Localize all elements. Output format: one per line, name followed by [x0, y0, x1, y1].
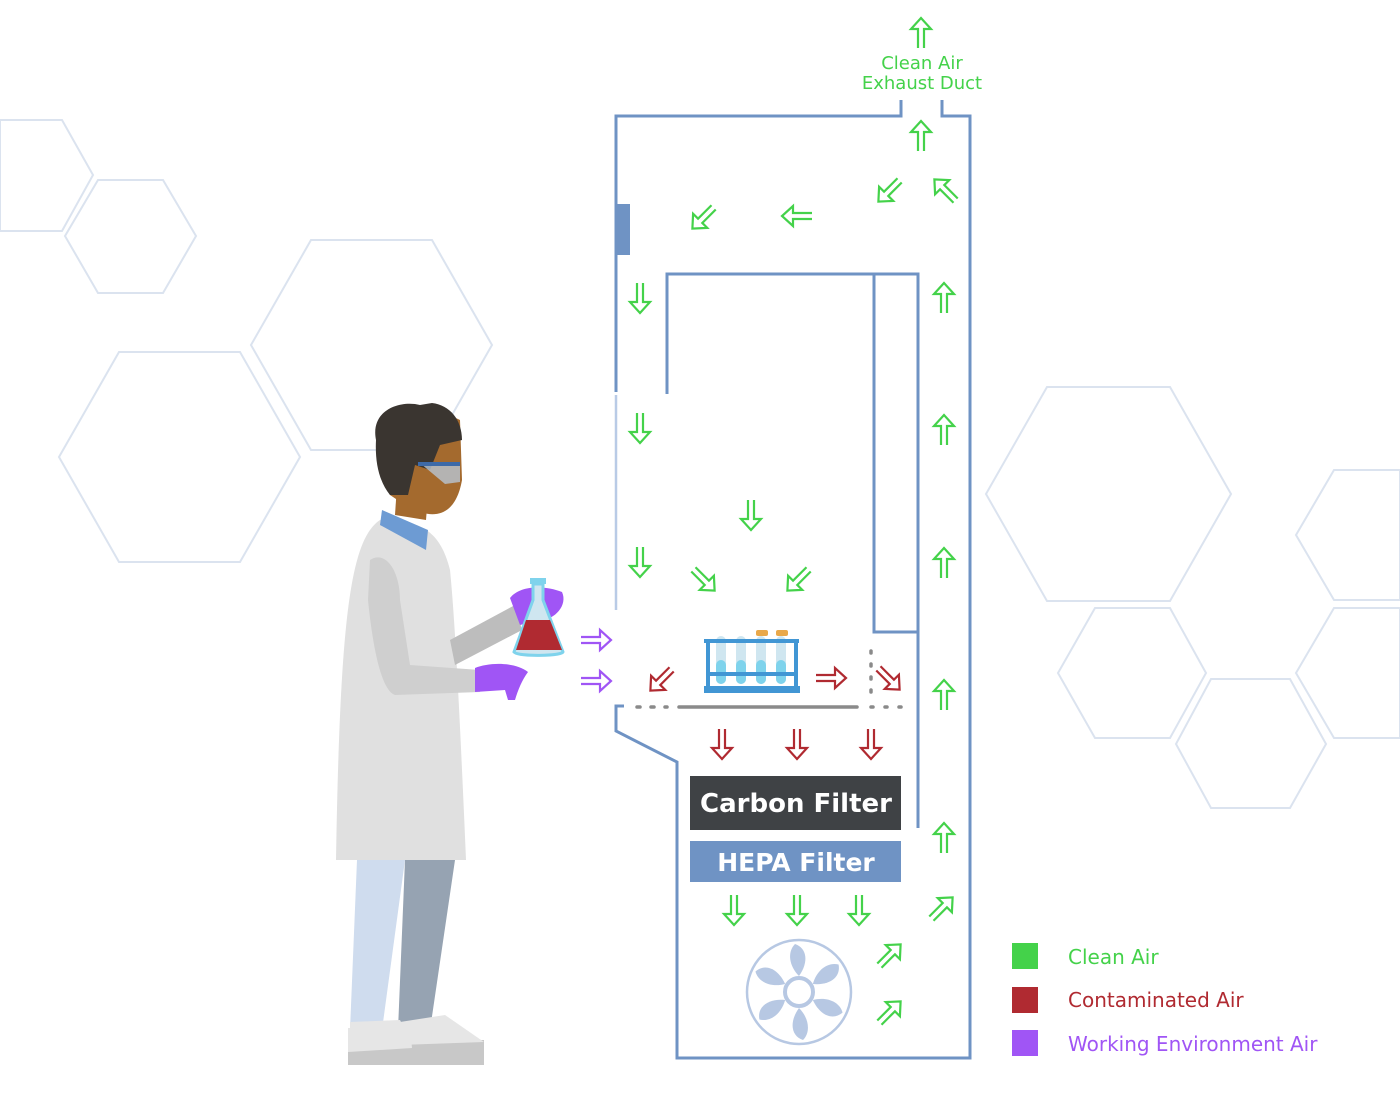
clean-air-arrow-icon	[909, 16, 933, 50]
background-hexagons	[0, 119, 1400, 809]
clean-air-arrow-icon	[932, 678, 956, 712]
clean-air-arrow-icon	[684, 199, 722, 237]
legend-item-working-environment-air: Working Environment Air	[1012, 1030, 1318, 1056]
exhaust-duct-label: Clean Air Exhaust Duct	[862, 53, 982, 94]
test-tube-rack-icon	[704, 630, 800, 693]
clean-air-arrow-icon	[628, 281, 652, 315]
fan-blade	[792, 1008, 808, 1040]
clean-air-arrow-icon	[871, 936, 909, 974]
hexagon	[1174, 678, 1328, 809]
legend-label: Working Environment Air	[1068, 1032, 1318, 1056]
clean-air-arrow-icon	[926, 171, 964, 209]
exhaust-label-line-1: Clean Air	[881, 53, 963, 74]
legend-swatch	[1012, 943, 1038, 969]
fan-blade	[759, 999, 786, 1021]
fan-blade	[812, 963, 839, 985]
contaminated-air-arrow-icon	[642, 661, 680, 699]
clean-air-arrow-icon	[871, 993, 909, 1031]
hepa-filter: HEPA Filter	[690, 841, 901, 882]
contaminated-air-arrow-icon	[710, 727, 734, 761]
contaminated-air-arrow-icon	[859, 727, 883, 761]
legend-label: Clean Air	[1068, 945, 1159, 969]
clean-air-arrow-icon	[780, 204, 814, 228]
clean-air-arrow-icon	[932, 821, 956, 855]
fan-blade	[790, 944, 806, 976]
clean-air-arrow-icon	[932, 546, 956, 580]
clean-air-arrow-icon	[722, 893, 746, 927]
hepa-filter-label: HEPA Filter	[717, 848, 875, 877]
contaminated-air-arrow-icon	[785, 727, 809, 761]
clean-air-arrow-icon	[870, 172, 908, 210]
hexagon	[1294, 469, 1400, 601]
legend-label: Contaminated Air	[1068, 988, 1244, 1012]
exhaust-label-line-2: Exhaust Duct	[862, 73, 982, 94]
work-surface	[635, 649, 903, 709]
hexagon	[984, 386, 1233, 602]
flask-icon	[512, 578, 565, 657]
fan-blade	[812, 998, 843, 1017]
legend-swatch	[1012, 1030, 1038, 1056]
clean-air-arrow-icon	[932, 413, 956, 447]
hexagon	[63, 179, 198, 294]
clean-air-arrow-icon	[685, 561, 723, 599]
working-environment-air-arrow-icon	[579, 669, 613, 693]
clean-air-arrow-icon	[628, 545, 652, 579]
clean-air-arrow-icon	[923, 889, 961, 927]
working-environment-air-arrow-icon	[579, 628, 613, 652]
legend: Clean Air Contaminated Air Working Envir…	[1012, 943, 1318, 1056]
legend-swatch	[1012, 987, 1038, 1013]
hexagon	[57, 351, 302, 563]
hexagon	[1294, 607, 1400, 739]
cabinet-outline	[614, 100, 972, 1060]
contaminated-air-arrow-icon	[814, 666, 848, 690]
fan-icon	[745, 938, 853, 1046]
scientist-figure	[336, 403, 565, 1065]
clean-air-arrow-icon	[739, 498, 763, 532]
clean-air-arrow-icon	[628, 411, 652, 445]
clean-air-arrow-icon	[847, 893, 871, 927]
clean-air-arrow-icon	[779, 561, 817, 599]
sash-handle	[616, 204, 630, 255]
hexagon	[1056, 607, 1208, 739]
fan-blade	[755, 967, 786, 986]
clean-air-arrow-icon	[909, 119, 933, 153]
legend-item-clean-air: Clean Air	[1012, 943, 1159, 969]
hexagon	[0, 119, 95, 232]
legend-item-contaminated-air: Contaminated Air	[1012, 987, 1244, 1013]
carbon-filter: Carbon Filter	[690, 776, 901, 830]
contaminated-air-arrow-icon	[870, 660, 908, 698]
clean-air-arrow-icon	[785, 893, 809, 927]
carbon-filter-label: Carbon Filter	[700, 789, 892, 819]
clean-air-arrow-icon	[932, 281, 956, 315]
